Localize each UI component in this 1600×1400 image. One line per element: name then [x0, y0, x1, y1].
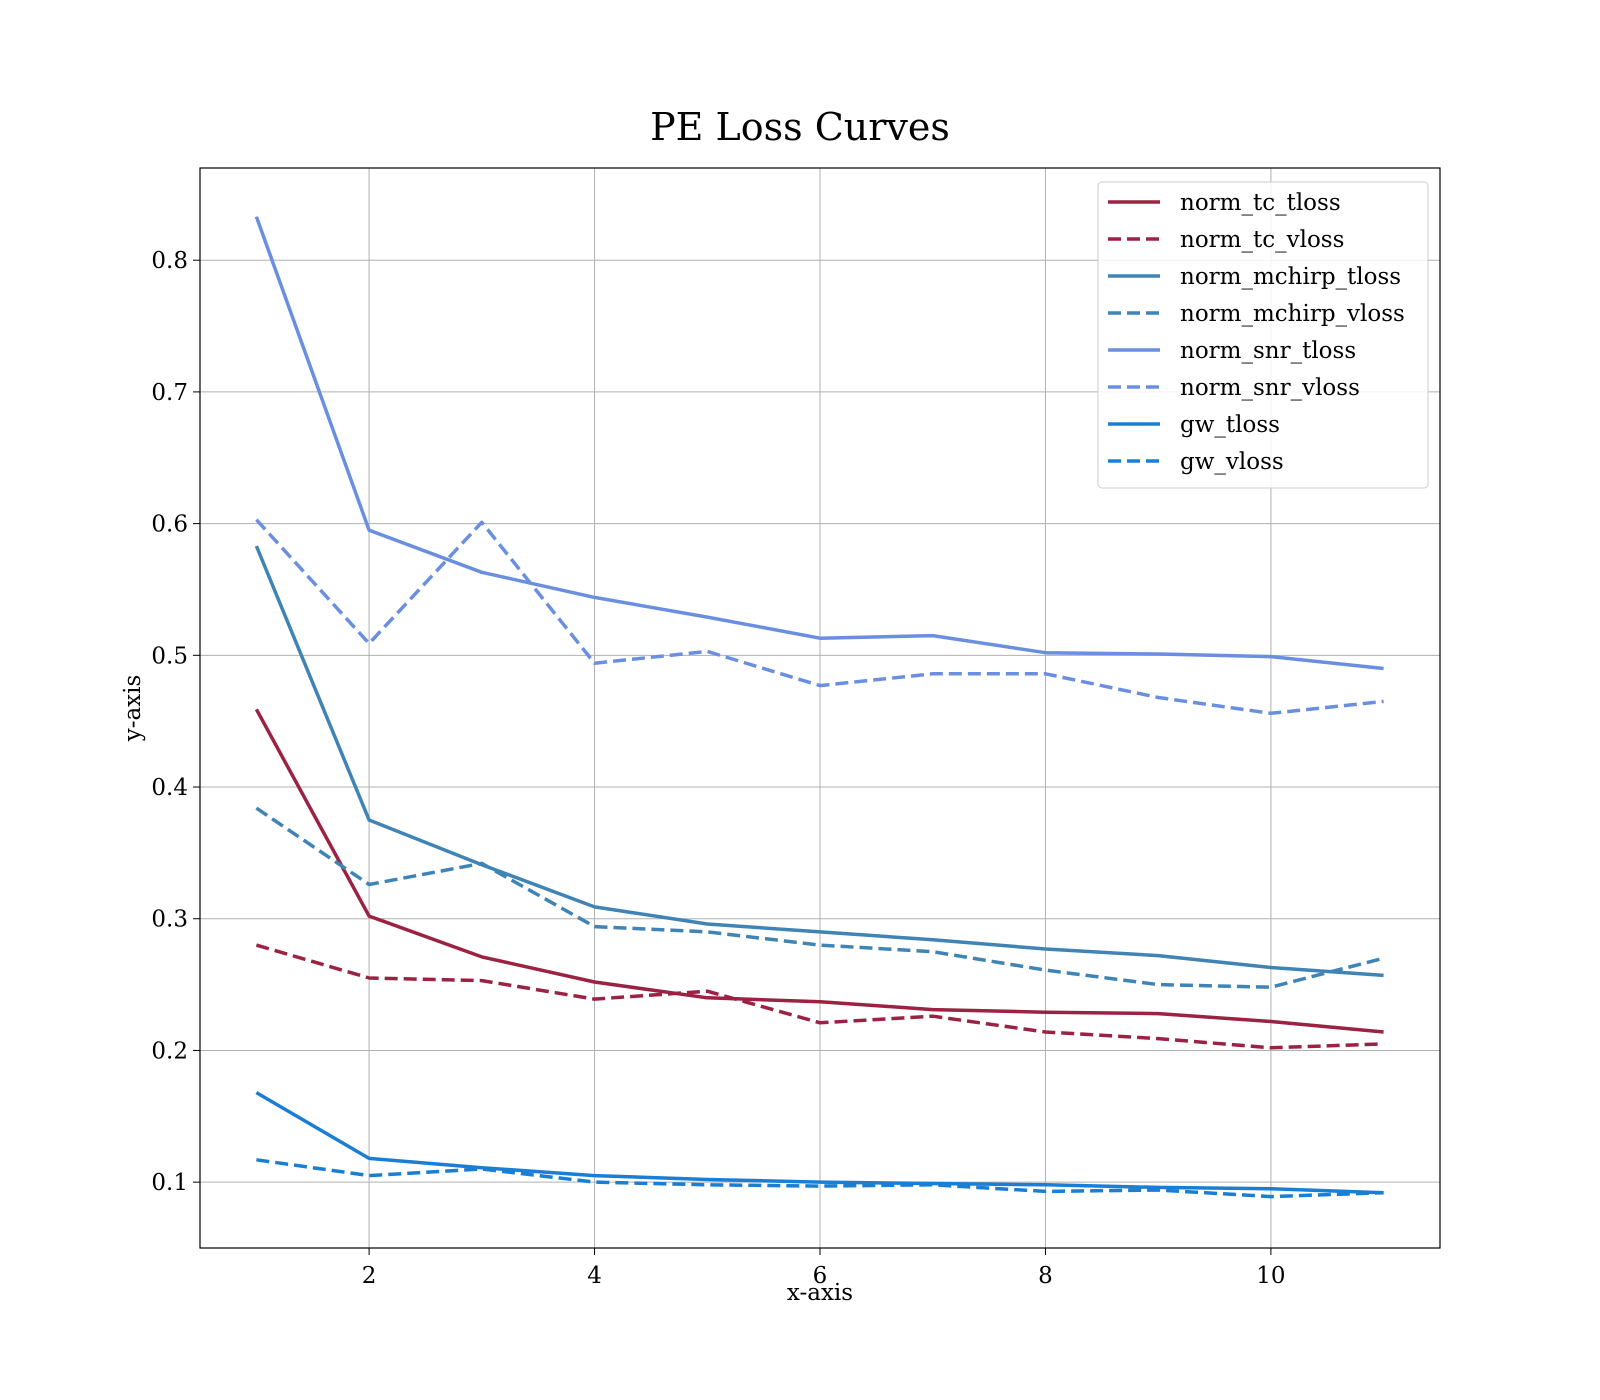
y-tick-label: 0.2 — [151, 1038, 188, 1064]
series-gw-vloss — [256, 1158, 1384, 1199]
series-norm-mchirp-tloss — [254, 545, 1384, 978]
x-tick-label: 10 — [1256, 1263, 1285, 1289]
y-tick-label: 0.3 — [151, 907, 188, 933]
series-norm-tc-tloss — [254, 708, 1384, 1034]
x-tick-label: 6 — [813, 1263, 828, 1289]
y-axis-label: y-axis — [120, 675, 146, 743]
series-norm-tc-vloss — [255, 943, 1384, 1050]
y-tick-label: 0.1 — [151, 1170, 188, 1196]
chart-title: PE Loss Curves — [650, 105, 950, 149]
legend-box — [1097, 181, 1429, 489]
legend-label: norm_tc_vloss — [1180, 227, 1344, 253]
x-axis-label: x-axis — [787, 1280, 853, 1306]
y-tick-label: 0.8 — [151, 248, 188, 274]
series-norm-snr-vloss — [255, 518, 1384, 716]
y-tick-label: 0.5 — [151, 643, 188, 669]
series-norm-snr-tloss — [254, 216, 1384, 671]
x-tick-label: 2 — [362, 1263, 377, 1289]
series-lines — [254, 216, 1385, 1199]
legend-label: norm_mchirp_tloss — [1180, 264, 1401, 290]
legend-label: norm_mchirp_vloss — [1180, 301, 1405, 327]
y-tick-label: 0.4 — [151, 775, 188, 801]
series-gw-tloss — [255, 1091, 1384, 1195]
x-tick-label: 4 — [587, 1263, 602, 1289]
series-norm-mchirp-vloss — [255, 806, 1385, 989]
y-tick-label: 0.6 — [151, 512, 188, 538]
axis-ticks: 2 4 6 8 10 0.1 0.2 0.3 0.4 0.5 0.6 0.7 0.8 — [151, 248, 1285, 1289]
x-tick-label: 8 — [1038, 1263, 1053, 1289]
legend-label: norm_snr_vloss — [1180, 375, 1360, 401]
legend: norm_tc_tloss norm_tc_vloss norm_mchirp_tl… — [1097, 181, 1429, 489]
legend-label: norm_snr_tloss — [1180, 338, 1356, 364]
legend-label: gw_tloss — [1180, 412, 1280, 438]
legend-label: gw_vloss — [1180, 449, 1284, 475]
y-tick-label: 0.7 — [151, 380, 188, 406]
legend-label: norm_tc_tloss — [1180, 190, 1341, 216]
